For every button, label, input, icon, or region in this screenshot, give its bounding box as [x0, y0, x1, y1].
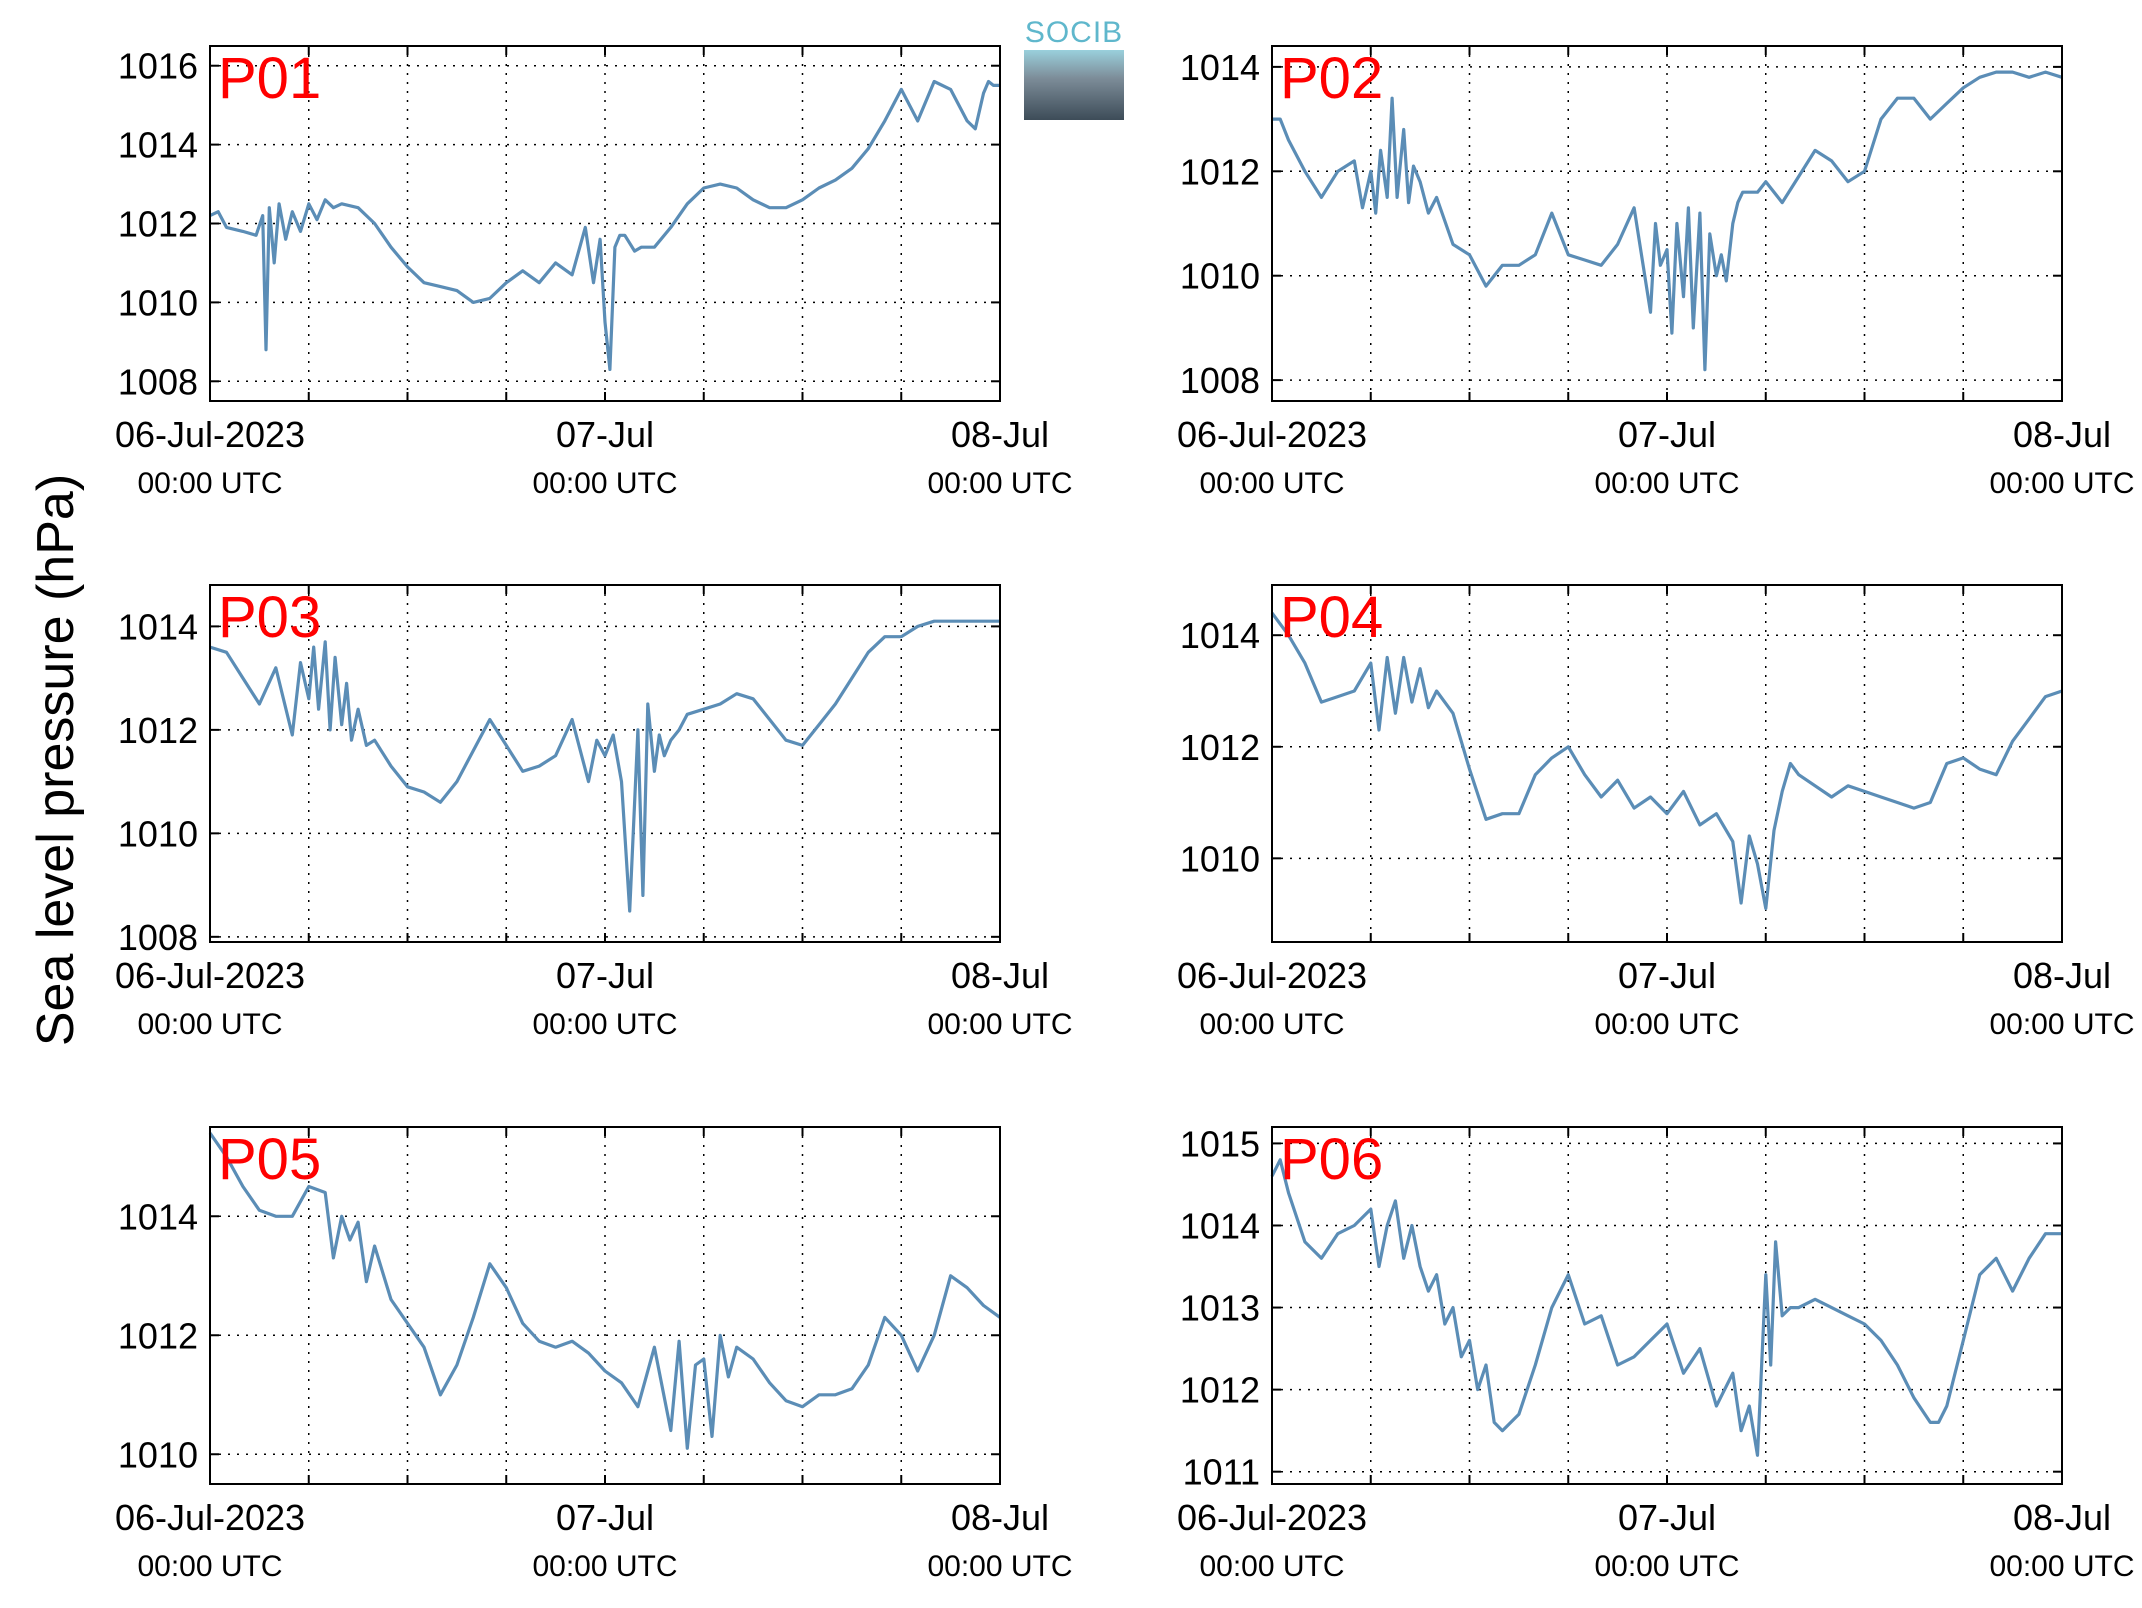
data-line-p06 — [1270, 1158, 2062, 1457]
x-tick-label-date: 06-Jul-2023 — [1177, 414, 1367, 455]
y-tick-label: 1014 — [1180, 47, 1260, 88]
chart-panel-p04: 1010 1012 1014 06-Jul-2023 00:00 UTC 07-Jul 00… — [1177, 584, 2135, 1041]
x-tick-label-time: 00:00 UTC — [137, 1550, 282, 1583]
x-tick-label-date: 07-Jul — [1618, 955, 1716, 996]
data-line-p03 — [209, 619, 1000, 913]
x-tick-label-time: 00:00 UTC — [1594, 467, 1739, 500]
x-tick-label-time: 00:00 UTC — [1989, 1008, 2134, 1041]
x-tick-label-date: 08-Jul — [951, 955, 1049, 996]
y-tick-label: 1014 — [118, 125, 198, 166]
y-tick-label: 1010 — [118, 813, 198, 854]
x-tick-label-date: 06-Jul-2023 — [115, 414, 305, 455]
socib-logo: SOCIB — [1024, 16, 1124, 120]
axes-box — [209, 1126, 1001, 1485]
y-tick-label: 1016 — [118, 46, 198, 87]
x-tick-label-time: 00:00 UTC — [927, 1550, 1072, 1583]
x-tick-label-date: 08-Jul — [2013, 414, 2111, 455]
x-tick-label-date: 06-Jul-2023 — [115, 955, 305, 996]
y-tick-label: 1011 — [1183, 1452, 1260, 1493]
x-tick-label-date: 08-Jul — [951, 1497, 1049, 1538]
y-tick-label: 1012 — [1180, 727, 1260, 768]
y-tick-label: 1008 — [118, 361, 198, 402]
y-tick-label: 1014 — [118, 1196, 198, 1237]
y-tick-label: 1010 — [118, 282, 198, 323]
y-tick-label: 1010 — [118, 1434, 198, 1475]
x-tick-label-time: 00:00 UTC — [1199, 467, 1344, 500]
y-tick-label: 1012 — [118, 204, 198, 245]
x-tick-label-time: 00:00 UTC — [1594, 1550, 1739, 1583]
x-tick-label-time: 00:00 UTC — [532, 1008, 677, 1041]
y-tick-label: 1012 — [1180, 1370, 1260, 1411]
chart-panel-p03: 1008 1010 1012 1014 06-Jul-2023 00:00 UTC 07-J… — [115, 584, 1073, 1041]
chart-panel-p02: 1008 1010 1012 1014 06-Jul-2023 00:00 UTC 07-J… — [1177, 45, 2135, 500]
x-tick-label-date: 06-Jul-2023 — [115, 1497, 305, 1538]
x-tick-label-time: 00:00 UTC — [1594, 1008, 1739, 1041]
x-tick-label-time: 00:00 UTC — [1199, 1550, 1344, 1583]
y-tick-label: 1015 — [1180, 1123, 1260, 1164]
y-tick-label: 1012 — [118, 1315, 198, 1356]
axes-box — [1271, 1126, 2063, 1485]
x-tick-label-date: 08-Jul — [951, 414, 1049, 455]
data-line-p04 — [1270, 611, 2063, 911]
y-tick-label: 1012 — [118, 710, 198, 751]
x-tick-label-time: 00:00 UTC — [137, 467, 282, 500]
panel-label: P02 — [1280, 46, 1383, 111]
x-tick-label-time: 00:00 UTC — [1989, 467, 2134, 500]
x-tick-label-time: 00:00 UTC — [1989, 1550, 2134, 1583]
x-tick-label-date: 07-Jul — [556, 955, 654, 996]
panel-label: P03 — [218, 585, 321, 650]
x-tick-label-time: 00:00 UTC — [532, 1550, 677, 1583]
x-tick-label-time: 00:00 UTC — [927, 1008, 1072, 1041]
y-tick-label: 1014 — [1180, 615, 1260, 656]
x-tick-label-date: 07-Jul — [556, 1497, 654, 1538]
x-tick-label-time: 00:00 UTC — [927, 467, 1072, 500]
y-tick-label: 1010 — [1180, 256, 1260, 297]
x-tick-label-date: 07-Jul — [1618, 1497, 1716, 1538]
socib-logo-graphic — [1024, 50, 1124, 120]
x-tick-label-date: 06-Jul-2023 — [1177, 1497, 1367, 1538]
x-tick-label-date: 06-Jul-2023 — [1177, 955, 1367, 996]
chart-panel-p05: 1010 1012 1014 06-Jul-2023 00:00 UTC 07-Jul 00… — [115, 1126, 1073, 1583]
x-tick-label-time: 00:00 UTC — [1199, 1008, 1344, 1041]
socib-logo-text: SOCIB — [1024, 16, 1124, 49]
axes-box — [1271, 584, 2063, 943]
data-line-p05 — [208, 1132, 1001, 1450]
data-line-p01 — [209, 79, 1000, 371]
panel-label: P05 — [218, 1127, 321, 1192]
x-tick-label-time: 00:00 UTC — [532, 467, 677, 500]
y-tick-label: 1013 — [1180, 1288, 1260, 1329]
y-tick-label: 1008 — [1180, 360, 1260, 401]
x-tick-label-date: 08-Jul — [2013, 1497, 2111, 1538]
panel-label: P04 — [1280, 585, 1383, 650]
data-line-p02 — [1272, 70, 2063, 372]
chart-panel-p06: 1011 1012 1013 1014 1015 06-Jul-2023 00:00 UTC… — [1177, 1123, 2135, 1583]
x-tick-label-date: 07-Jul — [1618, 414, 1716, 455]
panel-label: P01 — [218, 46, 321, 111]
chart-panel-p01: 1008 1010 1012 1014 1016 06-Jul-2023 00:00 UTC… — [115, 45, 1073, 500]
y-axis-label: Sea level pressure (hPa) — [27, 473, 85, 1047]
y-tick-label: 1008 — [118, 917, 198, 958]
x-tick-label-date: 07-Jul — [556, 414, 654, 455]
panel-label: P06 — [1280, 1127, 1383, 1192]
y-tick-label: 1012 — [1180, 151, 1260, 192]
y-tick-label: 1014 — [1180, 1205, 1260, 1246]
x-tick-label-date: 08-Jul — [2013, 955, 2111, 996]
y-tick-label: 1010 — [1180, 838, 1260, 879]
x-tick-label-time: 00:00 UTC — [137, 1008, 282, 1041]
y-tick-label: 1014 — [118, 606, 198, 647]
